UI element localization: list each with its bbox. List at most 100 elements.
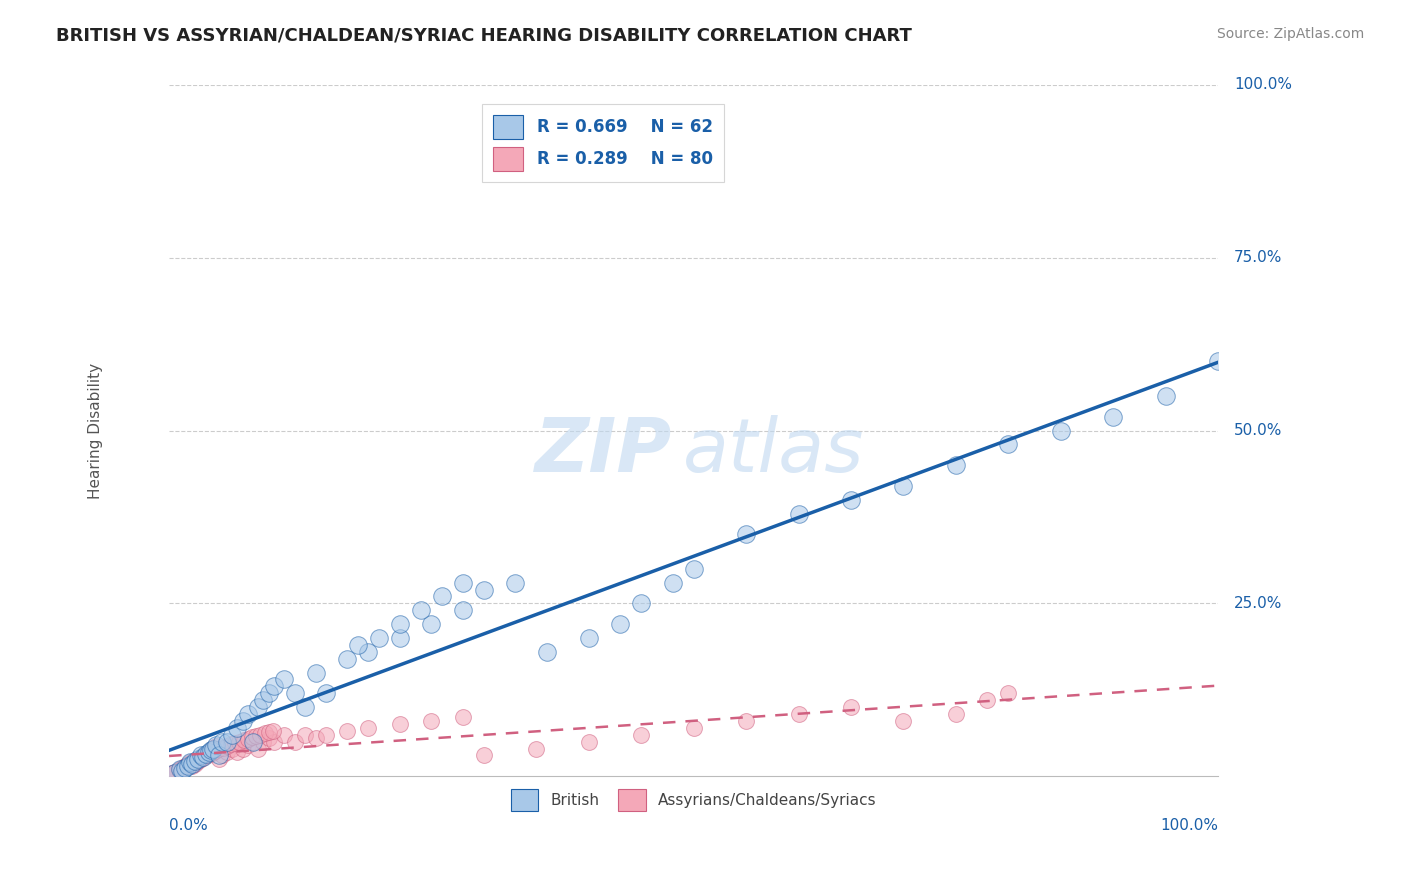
- Point: [179, 756, 201, 770]
- Point: [409, 603, 432, 617]
- Text: ZIP: ZIP: [536, 415, 672, 488]
- Point: [169, 762, 191, 776]
- Point: [186, 753, 208, 767]
- Point: [536, 645, 558, 659]
- Point: [976, 693, 998, 707]
- Point: [205, 739, 228, 753]
- Point: [315, 686, 337, 700]
- Text: 50.0%: 50.0%: [1234, 423, 1282, 438]
- Point: [472, 748, 495, 763]
- Point: [420, 617, 443, 632]
- Point: [263, 679, 285, 693]
- Point: [169, 762, 191, 776]
- Point: [208, 752, 231, 766]
- Point: [190, 751, 212, 765]
- Point: [524, 741, 547, 756]
- Point: [231, 714, 253, 728]
- Point: [257, 731, 280, 746]
- Point: [165, 765, 187, 780]
- Point: [226, 745, 249, 759]
- Point: [198, 745, 221, 759]
- Text: 100.0%: 100.0%: [1234, 78, 1292, 93]
- Point: [160, 767, 183, 781]
- Point: [183, 755, 205, 769]
- Point: [194, 749, 217, 764]
- Point: [202, 741, 225, 756]
- Point: [240, 731, 263, 745]
- Text: 25.0%: 25.0%: [1234, 596, 1282, 611]
- Point: [187, 752, 209, 766]
- Point: [247, 741, 270, 756]
- Point: [236, 706, 259, 721]
- Point: [166, 764, 188, 778]
- Point: [367, 631, 389, 645]
- Point: [219, 738, 242, 752]
- Point: [682, 562, 704, 576]
- Point: [682, 721, 704, 735]
- Point: [388, 717, 411, 731]
- Point: [839, 700, 862, 714]
- Point: [578, 734, 600, 748]
- Point: [253, 726, 276, 740]
- Point: [163, 765, 186, 780]
- Point: [997, 437, 1019, 451]
- Point: [245, 729, 267, 743]
- Point: [284, 686, 307, 700]
- Point: [263, 734, 285, 748]
- Point: [294, 728, 316, 742]
- Text: Source: ZipAtlas.com: Source: ZipAtlas.com: [1216, 27, 1364, 41]
- Point: [630, 596, 652, 610]
- Point: [173, 761, 195, 775]
- Point: [1102, 409, 1125, 424]
- Point: [224, 736, 246, 750]
- Point: [357, 721, 380, 735]
- Point: [1154, 389, 1177, 403]
- Point: [472, 582, 495, 597]
- Point: [388, 631, 411, 645]
- Point: [208, 748, 231, 763]
- Point: [451, 603, 474, 617]
- Point: [176, 758, 198, 772]
- Point: [207, 742, 229, 756]
- Point: [187, 754, 209, 768]
- Point: [451, 575, 474, 590]
- Point: [257, 725, 280, 739]
- Point: [221, 728, 243, 742]
- Point: [190, 748, 212, 763]
- Point: [273, 728, 295, 742]
- Point: [200, 743, 222, 757]
- Point: [215, 734, 238, 748]
- Point: [1206, 354, 1229, 368]
- Point: [997, 686, 1019, 700]
- Point: [609, 617, 631, 632]
- Point: [315, 728, 337, 742]
- Point: [160, 766, 183, 780]
- Text: 0.0%: 0.0%: [169, 818, 208, 832]
- Point: [284, 734, 307, 748]
- Point: [204, 744, 226, 758]
- Point: [184, 754, 207, 768]
- Point: [177, 756, 200, 771]
- Point: [388, 617, 411, 632]
- Point: [215, 739, 238, 754]
- Point: [305, 731, 328, 746]
- Point: [735, 527, 758, 541]
- Point: [228, 734, 250, 748]
- Point: [177, 759, 200, 773]
- Point: [305, 665, 328, 680]
- Point: [787, 507, 810, 521]
- Point: [336, 724, 359, 739]
- Point: [347, 638, 370, 652]
- Point: [194, 747, 217, 761]
- Point: [336, 651, 359, 665]
- Point: [451, 710, 474, 724]
- Point: [181, 756, 204, 771]
- Point: [184, 756, 207, 771]
- Point: [503, 575, 526, 590]
- Point: [661, 575, 683, 590]
- Point: [170, 761, 193, 775]
- Point: [180, 756, 202, 770]
- Point: [249, 728, 271, 742]
- Point: [247, 700, 270, 714]
- Point: [252, 693, 274, 707]
